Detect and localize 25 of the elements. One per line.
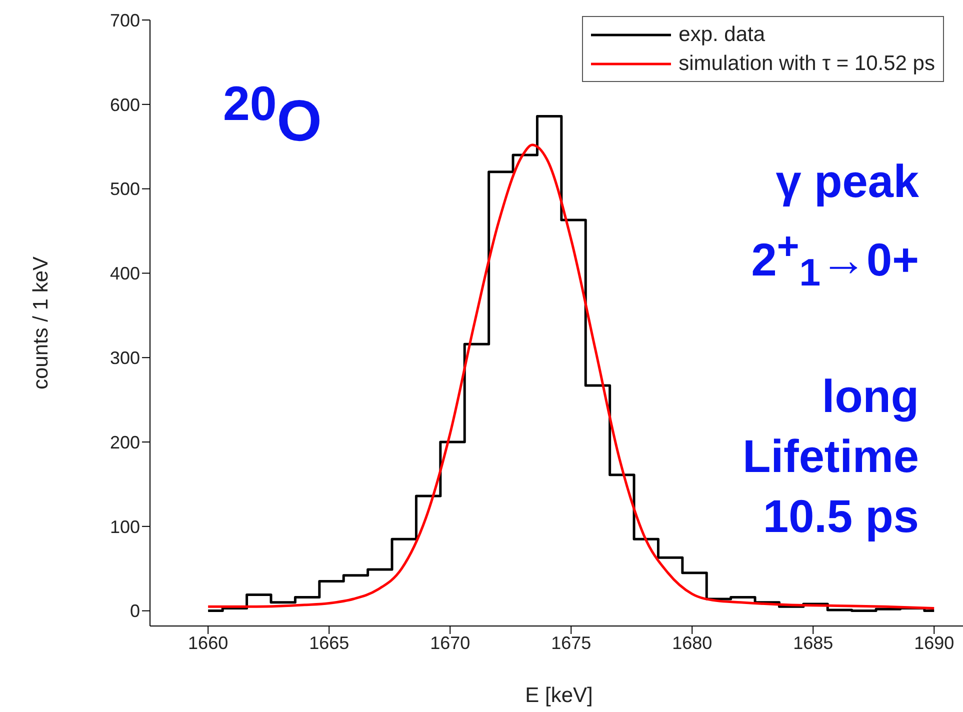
y-tick-label: 300 [110, 348, 140, 368]
y-tick-label: 600 [110, 94, 140, 115]
y-tick-label: 200 [110, 432, 140, 452]
x-tick-label: 1685 [793, 632, 834, 653]
y-tick-label: 0 [130, 601, 140, 622]
y-tick-label: 700 [110, 10, 140, 30]
annotation: Lifetime [742, 430, 919, 482]
x-axis-title: E [keV] [525, 684, 593, 707]
x-tick-label: 1670 [430, 632, 470, 653]
annotation: 2$^{+}$$_{1}$→0+ [751, 225, 919, 295]
legend-label: exp. data [678, 22, 766, 48]
annotation: γ peak [776, 155, 919, 207]
y-tick-label: 400 [110, 264, 140, 284]
y-axis-title: counts / 1 keV [29, 256, 52, 390]
x-tick-label: 1690 [914, 632, 954, 653]
y-tick-label: 500 [110, 179, 140, 200]
annotation: $^{20}$O [223, 77, 322, 154]
y-tick-label: 100 [110, 516, 140, 537]
x-tick-label: 1680 [672, 632, 712, 653]
annotation: long [822, 370, 919, 422]
x-tick-label: 1675 [551, 632, 592, 653]
x-tick-label: 1660 [188, 632, 228, 653]
legend-label: simulation with τ = 10.52 ps [678, 51, 935, 77]
x-tick-label: 1665 [309, 632, 350, 653]
annotation: 10.5 ps [763, 490, 919, 542]
